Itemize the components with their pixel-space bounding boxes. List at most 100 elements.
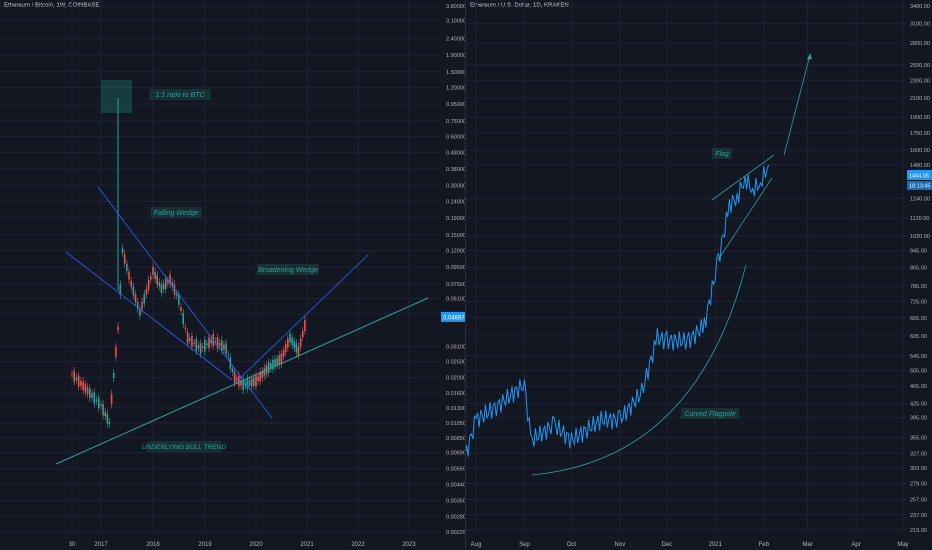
flag-lower [717, 177, 773, 261]
candle-body [261, 370, 264, 378]
ethusd-y-tick-label: 395.00 [910, 415, 927, 421]
broadening-wedge-upper [234, 254, 369, 384]
candle-body [221, 340, 223, 352]
ethbtc-y-tick-label: 0.07500 [446, 282, 466, 288]
candle-body [244, 382, 247, 386]
bull-trendline [55, 297, 429, 465]
candle-body [152, 266, 154, 275]
ethusd-x-tick-label: Feb [759, 542, 770, 548]
ethusd-y-tick-label: 279.00 [910, 482, 927, 488]
ethbtc-y-tick-label: 0.00225 [446, 530, 466, 536]
panel-divider[interactable] [465, 0, 466, 550]
ethbtc-x-tick-label: 2017 [94, 542, 108, 548]
ethusd-y-tick-label: 327.00 [910, 451, 927, 457]
candle-body [263, 367, 266, 377]
ethbtc-y-tick-label: 0.00550 [446, 467, 466, 473]
ethbtc-y-tick-label: 0.01600 [446, 391, 466, 397]
ethusd-x-tick-label: Nov [615, 542, 626, 548]
ethusd-chart-svg[interactable]: 3400.00 3100.00 2800.00 2500.00 2300.00 2100.… [466, 0, 932, 550]
candle-body [231, 368, 234, 373]
candle-body [117, 326, 119, 331]
bull-trend-annotation: UNDERLYING BULL TREND [142, 444, 226, 451]
ethbtc-x-tick-label: 2023 [402, 542, 416, 548]
ethbtc-x-tick-label: 30 [69, 542, 76, 548]
ethusd-y-tick-label: 219.00 [910, 528, 927, 534]
ethusd-y-tick-label: 1900.00 [910, 115, 930, 121]
curved-flagpole-annotation: Curved Flagpole [684, 411, 735, 418]
flag-annotation-box [712, 148, 732, 159]
ethbtc-y-tick-label: 0.19000 [446, 216, 466, 222]
candle-body [291, 337, 293, 345]
ethusd-y-tick-label: 2100.00 [910, 96, 930, 102]
ethbtc-y-tick-label: 0.60000 [446, 135, 466, 141]
ethbtc-y-tick-label: 0.15000 [446, 233, 466, 239]
ethusd-y-tick-label: 237.00 [910, 513, 927, 519]
curved-flagpole-line [531, 264, 747, 476]
ethusd-y-tick-label: 1240.00 [910, 197, 930, 203]
candle-body [119, 284, 122, 295]
ethbtc-y-tick-label: 0.00690 [446, 451, 466, 457]
ethusd-y-tick-label: 1480.00 [910, 163, 930, 169]
broadening-wedge-annotation-box [257, 264, 319, 275]
ethusd-x-tick-label: Apr [851, 542, 860, 548]
candle-body [188, 338, 191, 341]
candle-body [164, 278, 167, 290]
candle-body [175, 293, 178, 296]
ethbtc-chart-panel[interactable]: Ethereum / Bitcoin, 1W, COINBASE 3.80000… [0, 0, 466, 550]
ethusd-x-tick-label: Dec [661, 542, 672, 548]
ethbtc-y-tick-label: 0.02000 [446, 375, 466, 381]
ethusd-x-tick-label: Aug [471, 542, 482, 548]
ethusd-y-tick-label: 1750.00 [910, 131, 930, 137]
candle-body [108, 421, 111, 425]
candle-body [145, 288, 148, 295]
candle-body [267, 362, 270, 373]
ethusd-y-tick-label: 605.00 [910, 334, 927, 340]
ethbtc-y-tick-label: 1.20000 [446, 86, 466, 92]
candle-body [128, 271, 130, 280]
ethusd-y-tick-label: 545.00 [910, 354, 927, 360]
candle-body [126, 263, 128, 271]
candle-body [158, 281, 161, 287]
ethbtc-y-tick-label: 1.50000 [446, 70, 466, 76]
candle-body [130, 280, 133, 287]
ethusd-chart-panel[interactable]: Ethereum / U.S. Dollar, 1D, KRAKEN 3400.… [466, 0, 932, 550]
candle-body [218, 342, 221, 346]
flag-annotation: Flag [715, 151, 729, 158]
ethusd-y-tick-label: 865.00 [910, 266, 927, 272]
ethbtc-y-tick-label: 0.01050 [446, 421, 466, 427]
ethbtc-chart-svg[interactable]: 3.80000 3.10000 2.40000 1.90000 1.50000 1.200… [0, 0, 466, 550]
candle-body [136, 302, 139, 309]
ethbtc-y-tick-label: 0.75000 [446, 119, 466, 125]
ethbtc-x-tick-label: 2019 [198, 542, 212, 548]
broadening-wedge-annotation: Broadening Wedge [258, 267, 318, 274]
ethusd-x-tick-label: Mar [802, 542, 812, 548]
candle-body [214, 341, 217, 343]
projection-arrowhead [807, 53, 812, 60]
candle-body [156, 275, 159, 285]
falling-wedge-lower [65, 251, 233, 381]
falling-wedge-upper [97, 186, 273, 419]
ethusd-y-tick-label: 257.00 [910, 497, 927, 503]
ethusd-y-tick-label: 1600.00 [910, 148, 930, 154]
candle-body [71, 373, 73, 375]
ethusd-time-tag: 18:13:45 [909, 183, 930, 189]
ethusd-time-tag-box [907, 180, 932, 190]
ethbtc-y-tick-label: 0.00440 [446, 483, 466, 489]
candle-body [171, 281, 174, 287]
candle-body [141, 301, 143, 310]
candle-body [104, 412, 107, 417]
ethbtc-y-tick-label: 0.02500 [446, 360, 466, 366]
candle-body [80, 380, 82, 387]
ratio-box [101, 80, 132, 113]
ethusd-y-tick-label: 3100.00 [910, 22, 930, 28]
candle-body [206, 343, 208, 345]
candle-body [132, 286, 135, 296]
ethbtc-y-tick-label: 0.30000 [446, 184, 466, 190]
candle-body [169, 274, 171, 285]
candle-body [112, 372, 115, 379]
candle-body [110, 394, 113, 405]
candle-body [253, 377, 255, 386]
ratio-annotation-box [149, 89, 211, 100]
candle-body [193, 343, 195, 345]
ethbtc-y-tick-label: 0.48000 [446, 150, 466, 156]
